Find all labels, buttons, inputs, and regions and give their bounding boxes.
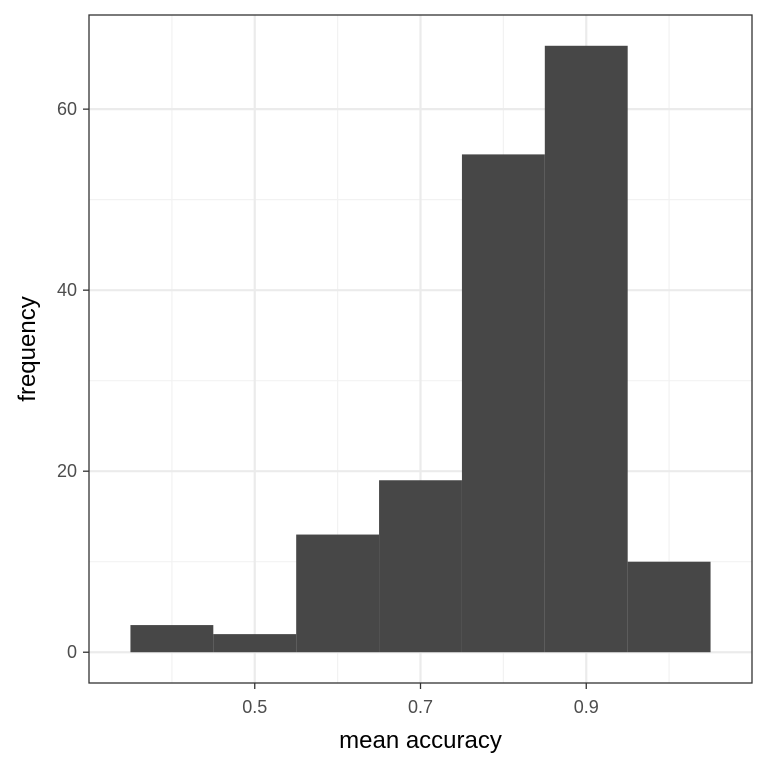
histogram-bar — [461, 154, 545, 653]
x-axis-title: mean accuracy — [339, 727, 502, 754]
x-axis: 0.5 0.7 0.9 — [242, 683, 599, 717]
histogram-bar — [213, 634, 297, 653]
y-tick-label: 0 — [67, 642, 77, 662]
y-tick-label: 20 — [57, 461, 77, 481]
histogram-bar — [296, 534, 380, 653]
histogram-bar — [379, 480, 462, 653]
histogram-bar — [130, 625, 214, 653]
histogram-bars — [130, 45, 711, 653]
y-axis: 0 20 40 60 — [57, 99, 89, 662]
x-tick-label: 0.5 — [242, 697, 267, 717]
y-axis-title: frequency — [14, 296, 41, 401]
y-tick-label: 40 — [57, 280, 77, 300]
x-tick-label: 0.9 — [574, 697, 599, 717]
y-tick-label: 60 — [57, 99, 77, 119]
histogram-bar — [627, 561, 711, 653]
histogram-bar — [544, 45, 628, 653]
plot-panel — [88, 14, 753, 684]
x-tick-label: 0.7 — [408, 697, 433, 717]
